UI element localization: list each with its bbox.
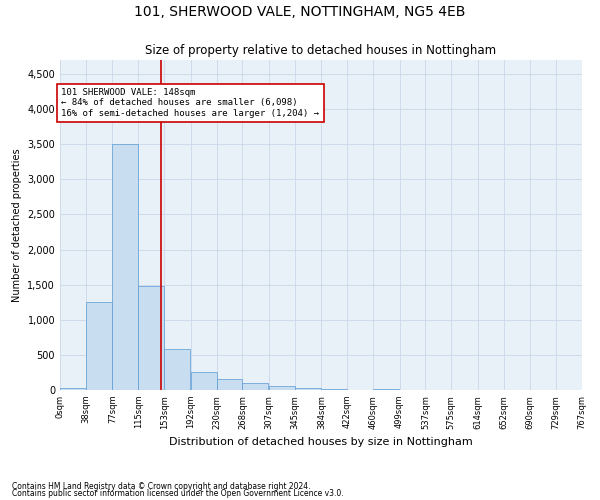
Bar bbox=[242, 383, 268, 390]
Bar bbox=[191, 372, 217, 390]
Bar bbox=[138, 286, 164, 390]
Bar bbox=[86, 302, 112, 390]
X-axis label: Distribution of detached houses by size in Nottingham: Distribution of detached houses by size … bbox=[169, 437, 473, 447]
Title: Size of property relative to detached houses in Nottingham: Size of property relative to detached ho… bbox=[145, 44, 497, 58]
Text: Contains HM Land Registry data © Crown copyright and database right 2024.: Contains HM Land Registry data © Crown c… bbox=[12, 482, 311, 491]
Bar bbox=[269, 386, 295, 390]
Bar bbox=[112, 144, 138, 390]
Y-axis label: Number of detached properties: Number of detached properties bbox=[12, 148, 22, 302]
Bar bbox=[322, 389, 347, 390]
Bar bbox=[295, 388, 320, 390]
Bar bbox=[60, 388, 86, 390]
Bar bbox=[164, 348, 190, 390]
Text: 101 SHERWOOD VALE: 148sqm
← 84% of detached houses are smaller (6,098)
16% of se: 101 SHERWOOD VALE: 148sqm ← 84% of detac… bbox=[61, 88, 319, 118]
Bar bbox=[217, 380, 242, 390]
Text: 101, SHERWOOD VALE, NOTTINGHAM, NG5 4EB: 101, SHERWOOD VALE, NOTTINGHAM, NG5 4EB bbox=[134, 5, 466, 19]
Text: Contains public sector information licensed under the Open Government Licence v3: Contains public sector information licen… bbox=[12, 490, 344, 498]
